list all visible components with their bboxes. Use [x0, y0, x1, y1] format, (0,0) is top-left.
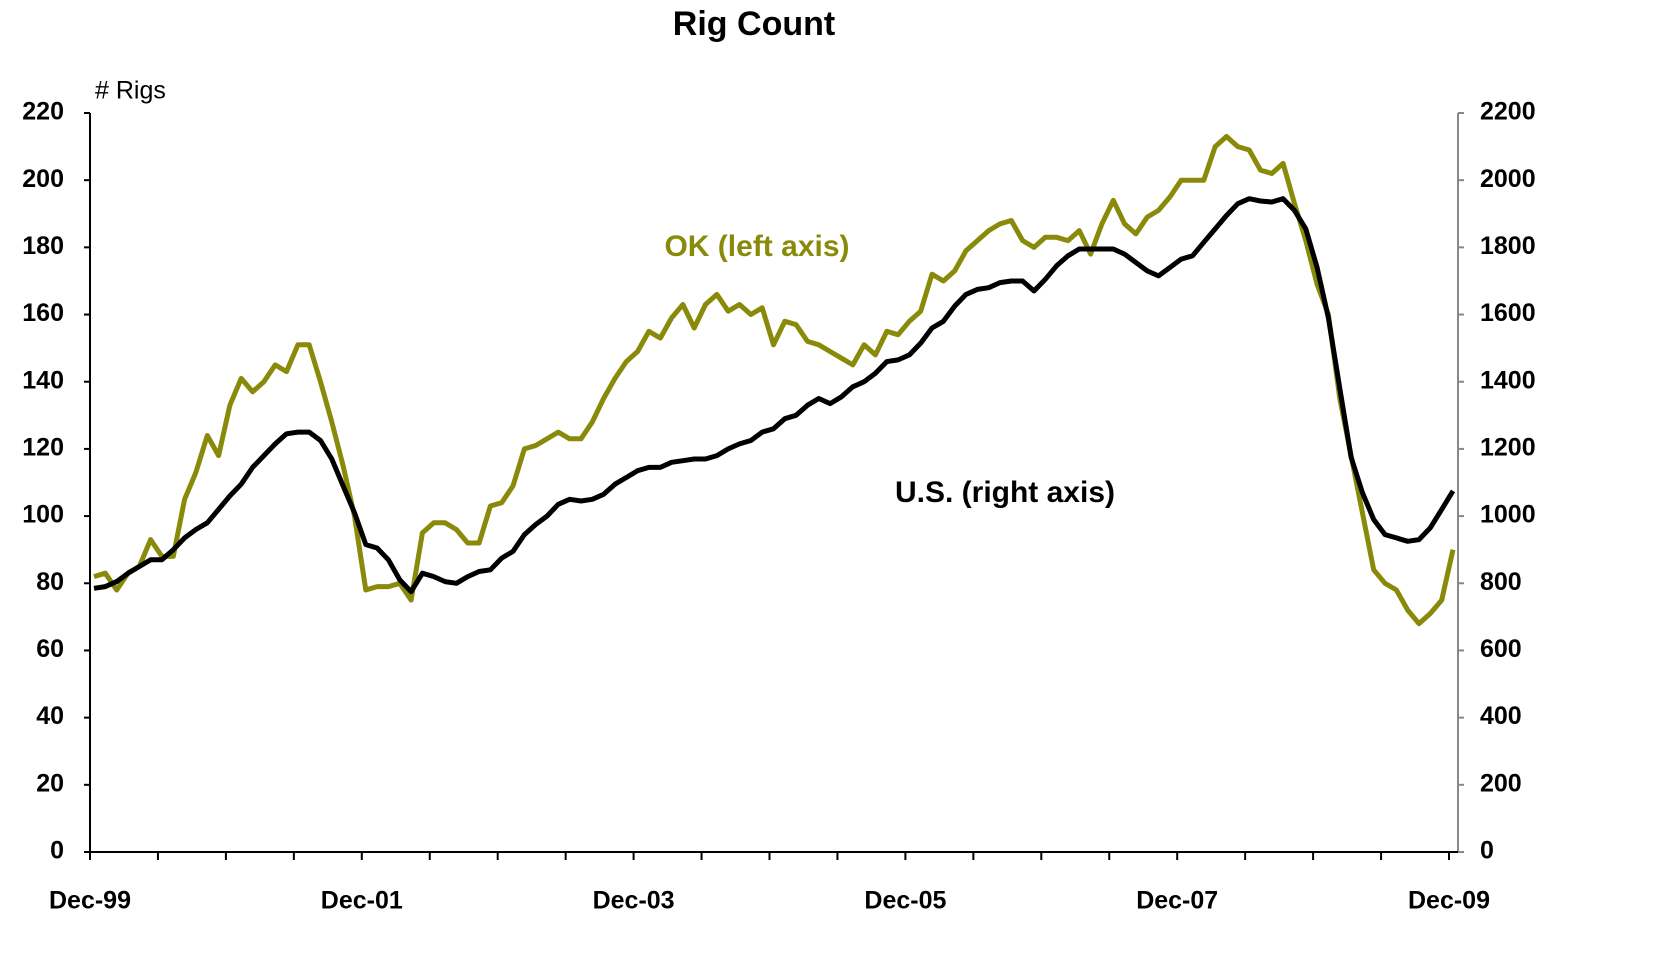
y2-tick-label: 200	[1480, 769, 1522, 797]
x-tick-label: Dec-09	[1408, 887, 1490, 915]
y-tick-label: 100	[22, 501, 64, 529]
x-tick-label: Dec-03	[593, 887, 675, 915]
y-tick-label: 120	[22, 434, 64, 462]
y-axis-label: # Rigs	[95, 77, 166, 105]
y-tick-label: 200	[22, 165, 64, 193]
y2-tick-label: 1000	[1480, 501, 1536, 529]
y-tick-label: 140	[22, 366, 64, 394]
x-tick-label: Dec-07	[1136, 887, 1218, 915]
y2-tick-label: 1600	[1480, 299, 1536, 327]
x-tick-label: Dec-01	[321, 887, 403, 915]
y2-tick-label: 600	[1480, 635, 1522, 663]
y-tick-label: 0	[50, 837, 64, 865]
annotation: OK (left axis)	[664, 230, 849, 263]
y-tick-label: 20	[36, 769, 64, 797]
y-tick-label: 160	[22, 299, 64, 327]
x-tick-label: Dec-05	[864, 887, 946, 915]
y2-tick-label: 2000	[1480, 165, 1536, 193]
annotation: U.S. (right axis)	[895, 476, 1115, 509]
y-tick-label: 60	[36, 635, 64, 663]
x-tick-label: Dec-99	[49, 887, 131, 915]
y2-tick-label: 0	[1480, 837, 1494, 865]
series-line	[93, 196, 1456, 595]
y2-tick-label: 800	[1480, 568, 1522, 596]
series-line	[93, 134, 1456, 627]
y2-tick-label: 1400	[1480, 366, 1536, 394]
y2-tick-label: 400	[1480, 702, 1522, 730]
chart-title: Rig Count	[673, 5, 835, 43]
y-tick-label: 40	[36, 702, 64, 730]
y2-tick-label: 1800	[1480, 232, 1536, 260]
y-tick-label: 80	[36, 568, 64, 596]
y2-tick-label: 1200	[1480, 434, 1536, 462]
y-tick-label: 220	[22, 98, 64, 126]
y-tick-label: 180	[22, 232, 64, 260]
y2-tick-label: 2200	[1480, 98, 1536, 126]
